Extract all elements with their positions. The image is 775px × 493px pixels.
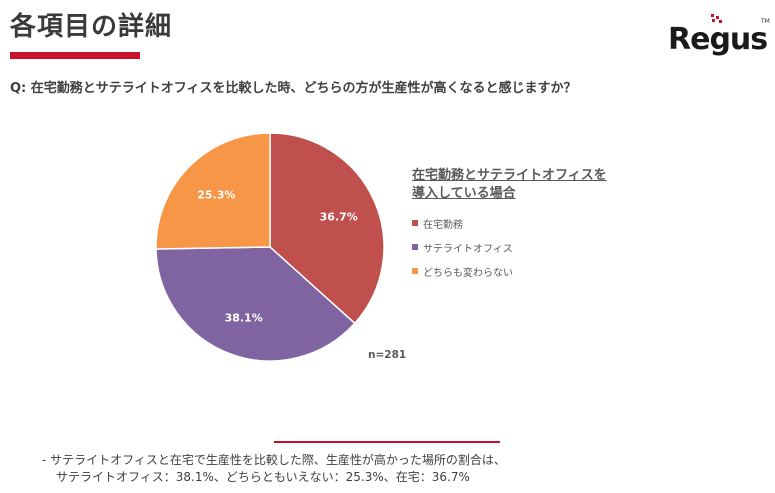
page-title: 各項目の詳細 [10,12,173,42]
pie-slice-satellite [155,246,356,362]
legend-title-line-1: 在宅勤務とサテライトオフィスを [412,168,607,183]
legend-item-satellite: サテライトオフィス [412,241,607,255]
logo-dots-icon [711,14,722,23]
legend-title: 在宅勤務とサテライトオフィスを 導入している場合 [412,167,607,203]
pie-slice-neither [155,132,271,250]
pie-label-neither: 25.3% [197,188,235,201]
legend-label: どちらも変わらない [423,267,513,279]
legend-item-neither: どちらも変わらない [412,265,607,279]
footer-divider [274,441,500,443]
legend-item-zaitaku: 在宅勤務 [412,217,607,231]
legend-swatch [412,220,418,226]
sample-size-label: n=281 [368,349,407,361]
pie-slice-zaitaku [269,132,385,325]
legend-label: サテライトオフィス [423,243,513,255]
legend-label: 在宅勤務 [423,219,463,231]
legend-swatch [412,268,418,274]
legend-swatch [412,244,418,250]
footer-note-line-2: サテライトオフィス：38.1%、どちらともいえない：25.3%、在宅：36.7% [56,470,470,484]
title-underline-bar [10,52,140,59]
logo-text: Regus [668,22,768,57]
legend-title-line-2: 導入している場合 [412,186,516,201]
legend-items: 在宅勤務 サテライトオフィス どちらも変わらない [412,217,607,279]
footer-note-line-1: - サテライトオフィスと在宅で生産性を比較した際、生産性が高かった場所の割合は、 [42,453,506,467]
footer-note: - サテライトオフィスと在宅で生産性を比較した際、生産性が高かった場所の割合は、… [42,452,506,486]
pie-label-zaitaku: 36.7% [320,210,358,223]
logo-trademark: TM [761,18,770,25]
regus-logo: Regus TM [668,14,770,57]
pie-label-satellite: 38.1% [225,311,263,324]
question-text: Q: 在宅勤務とサテライトオフィスを比較した時、どちらの方が生産性が高くなると感… [10,81,577,96]
chart-legend: 在宅勤務とサテライトオフィスを 導入している場合 在宅勤務 サテライトオフィス … [412,167,607,289]
